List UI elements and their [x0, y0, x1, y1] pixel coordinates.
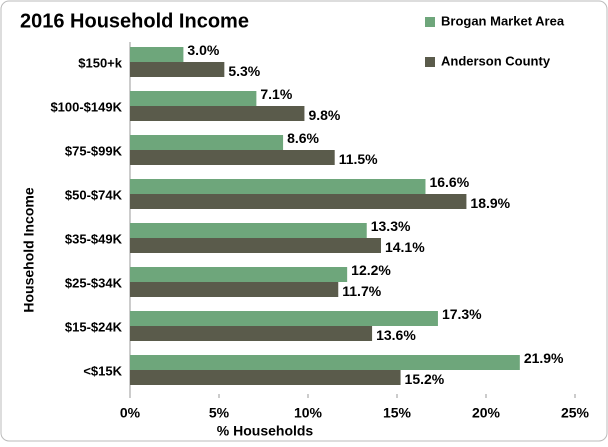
bar	[130, 194, 467, 209]
bar	[130, 326, 373, 341]
data-label: 14.1%	[385, 239, 425, 255]
x-tick-label: 5%	[209, 405, 230, 421]
bar	[130, 135, 284, 150]
x-tick-label: 20%	[472, 405, 501, 421]
bar	[130, 91, 257, 106]
data-label: 7.1%	[260, 86, 292, 102]
data-label: 12.2%	[351, 262, 391, 278]
bar	[130, 267, 348, 282]
data-label: 17.3%	[442, 306, 482, 322]
data-label: 11.5%	[339, 151, 378, 167]
legend-swatch	[425, 17, 435, 27]
bar	[130, 238, 381, 253]
data-label: 13.3%	[371, 218, 411, 234]
data-label: 3.0%	[187, 42, 219, 58]
x-tick-label: 25%	[561, 405, 590, 421]
x-tick-label: 0%	[120, 405, 141, 421]
x-axis-label: % Households	[217, 423, 314, 439]
bar	[130, 179, 426, 194]
bar	[130, 150, 335, 165]
bar	[130, 282, 339, 297]
legend-label: Brogan Market Area	[441, 13, 565, 28]
bar	[130, 106, 305, 121]
bar	[130, 223, 367, 238]
y-tick-label: $15-$24K	[65, 319, 123, 334]
data-label: 11.7%	[342, 283, 381, 299]
data-label: 13.6%	[376, 327, 416, 343]
data-label: 16.6%	[429, 174, 469, 190]
y-axis-label: Household Income	[21, 187, 37, 312]
y-tick-label: $100-$149K	[50, 99, 122, 114]
x-tick-label: 15%	[383, 405, 412, 421]
legend-swatch	[425, 57, 435, 67]
data-label: 18.9%	[470, 195, 510, 211]
data-label: 5.3%	[228, 63, 260, 79]
x-tick-label: 10%	[294, 405, 323, 421]
data-label: 9.8%	[308, 107, 340, 123]
y-tick-label: $35-$49K	[65, 231, 123, 246]
bar	[130, 47, 184, 62]
data-label: 8.6%	[287, 130, 319, 146]
bar	[130, 370, 401, 385]
y-tick-label: $50-$74K	[65, 187, 123, 202]
legend-label: Anderson County	[441, 53, 551, 68]
bar	[130, 62, 225, 77]
y-tick-label: $150+k	[78, 55, 123, 70]
bar	[130, 311, 438, 326]
data-label: 15.2%	[405, 371, 445, 387]
data-label: 21.9%	[524, 350, 564, 366]
chart-title: 2016 Household Income	[20, 10, 249, 32]
y-tick-label: $25-$34K	[65, 275, 123, 290]
y-tick-label: $75-$99K	[65, 143, 123, 158]
bar	[130, 355, 520, 370]
y-tick-label: <$15K	[83, 363, 122, 378]
